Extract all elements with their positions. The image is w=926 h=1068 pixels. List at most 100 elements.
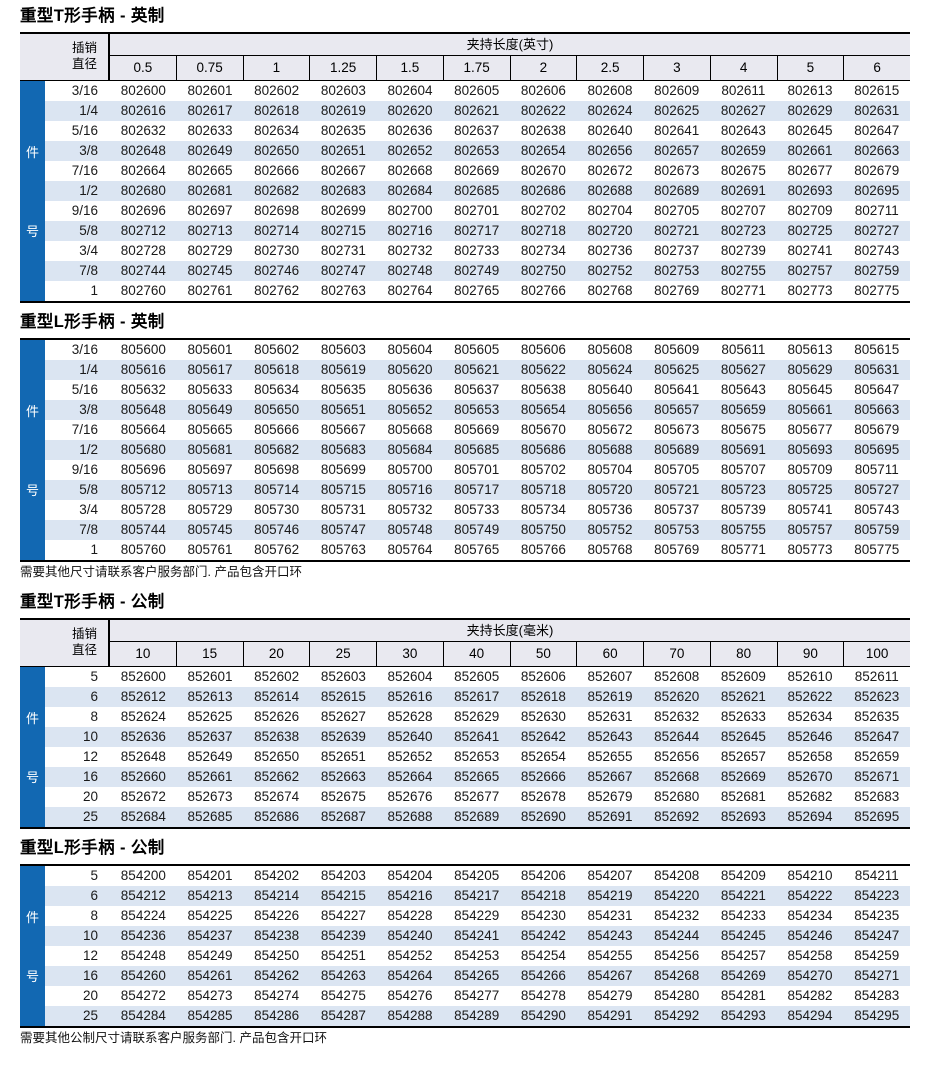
part-number-cell: 802611	[721, 83, 766, 98]
column-header: 1	[242, 56, 310, 80]
part-number-cell: 802640	[587, 123, 633, 138]
part-number-cell: 852665	[454, 769, 500, 784]
part-number-cell: 852691	[587, 809, 633, 824]
table-row: 16 852660 852661 852662 852663 852664 852665 85…	[45, 767, 910, 787]
section-l-handle-imperial: 重型L形手柄 - 英制 件号 3/16 805600 805601 805602 8056…	[20, 312, 910, 580]
part-number-cell: 854239	[320, 928, 366, 943]
part-number-cell: 802601	[187, 83, 233, 98]
part-number-cell: 852612	[120, 689, 166, 704]
part-number-cell: 852649	[187, 749, 233, 764]
part-number-cell: 805672	[587, 422, 633, 437]
part-number-cell: 854211	[854, 868, 899, 883]
part-number-cell: 852662	[254, 769, 300, 784]
part-number-cell: 805606	[520, 342, 566, 357]
side-label-top: 件	[25, 144, 39, 160]
part-number-cell: 852624	[120, 709, 166, 724]
part-number-cell: 854255	[587, 948, 633, 963]
part-number-cell: 854265	[454, 968, 500, 983]
table-row: 7/8 802744 802745 802746 802747 802748 802749 8…	[45, 261, 910, 281]
part-number-cell: 854200	[120, 868, 166, 883]
table-row: 3/8 805648 805649 805650 805651 805652 805653 8…	[45, 400, 910, 420]
pin-diameter-label-line2: 直径	[71, 57, 97, 71]
part-number-cell: 802651	[320, 143, 366, 158]
part-number-cell: 802637	[454, 123, 500, 138]
part-number-cell: 802713	[187, 223, 233, 238]
part-number-cell: 805659	[720, 402, 766, 417]
column-header: 6	[843, 56, 910, 80]
row-label-pin-diameter: 3/4	[79, 243, 98, 258]
pin-diameter-label-line2: 直径	[71, 643, 97, 657]
part-number-cell: 805716	[387, 482, 433, 497]
part-number-cell: 805689	[654, 442, 700, 457]
part-number-cell: 802707	[720, 203, 766, 218]
part-number-cell: 802618	[254, 103, 300, 118]
part-number-cell: 852659	[854, 749, 900, 764]
part-number-cell: 852601	[187, 669, 233, 684]
part-number-cell: 805632	[120, 382, 166, 397]
pin-diameter-label: 插销 直径	[72, 627, 97, 658]
part-number-cell: 854287	[320, 1008, 366, 1023]
part-number-cell: 805637	[454, 382, 500, 397]
part-number-cell: 802667	[320, 163, 366, 178]
part-number-cell: 805748	[387, 522, 433, 537]
part-number-cell: 854257	[720, 948, 766, 963]
part-number-cell: 802621	[454, 103, 500, 118]
part-number-cell: 805691	[720, 442, 766, 457]
part-number-cell: 805682	[254, 442, 300, 457]
part-number-cell: 802714	[254, 223, 300, 238]
part-number-cell: 852690	[520, 809, 566, 824]
part-number-cell: 805745	[187, 522, 233, 537]
part-number-cell: 805629	[787, 362, 833, 377]
part-number-cell: 805666	[254, 422, 300, 437]
part-number-cell: 802620	[387, 103, 433, 118]
part-number-cell: 854267	[587, 968, 633, 983]
part-number-cell: 854202	[254, 868, 300, 883]
part-number-cell: 805688	[587, 442, 633, 457]
part-number-cell: 805697	[187, 462, 233, 477]
part-number-cell: 854268	[654, 968, 700, 983]
column-header: 30	[376, 642, 443, 666]
part-number-cell: 852644	[654, 729, 700, 744]
column-header: 10	[135, 646, 151, 661]
table-row: 7/8 805744 805745 805746 805747 805748 805749 8…	[45, 520, 910, 540]
row-label-pin-diameter: 25	[82, 809, 98, 824]
column-header: 0.75	[175, 56, 243, 80]
part-number-cell: 854249	[187, 948, 233, 963]
side-label-bottom: 号	[25, 224, 39, 240]
part-number-cell: 852635	[854, 709, 900, 724]
part-number-cell: 805635	[320, 382, 366, 397]
part-number-cell: 854209	[720, 868, 766, 883]
part-number-side-bar: 件号	[20, 81, 45, 301]
part-number-cell: 854285	[187, 1008, 233, 1023]
part-number-cell: 805685	[454, 442, 500, 457]
part-number-cell: 852633	[720, 709, 766, 724]
part-number-cell: 854282	[787, 988, 833, 1003]
part-number-cell: 854284	[120, 1008, 166, 1023]
row-label-pin-diameter: 3/16	[71, 83, 98, 98]
table-row: 8 852624 852625 852626 852627 852628 852629 852…	[45, 707, 910, 727]
part-number-cell: 805765	[454, 542, 500, 557]
table-row: 1/4 802616 802617 802618 802619 802620 802621 8…	[45, 101, 910, 121]
part-number-cell: 802731	[320, 243, 366, 258]
part-number-cell: 802602	[254, 83, 300, 98]
part-number-cell: 852652	[387, 749, 433, 764]
part-number-cell: 852618	[520, 689, 566, 704]
part-number-cell: 852685	[187, 809, 233, 824]
part-number-cell: 802763	[320, 283, 366, 298]
part-number-cell: 805763	[320, 542, 366, 557]
part-number-cell: 802704	[587, 203, 633, 218]
table-row: 10 854236 854237 854238 854239 854240 854241 85…	[45, 926, 910, 946]
part-number-cell: 802701	[454, 203, 500, 218]
part-number-cell: 805721	[654, 482, 700, 497]
part-number-cell: 854227	[320, 908, 366, 923]
part-number-cell: 802656	[587, 143, 633, 158]
part-number-cell: 805675	[720, 422, 766, 437]
part-number-cell: 805664	[120, 422, 166, 437]
row-label-pin-diameter: 5/16	[71, 382, 98, 397]
part-number-cell: 854235	[854, 908, 900, 923]
part-number-cell: 805733	[454, 502, 500, 517]
part-number-cell: 854262	[254, 968, 300, 983]
part-number-cell: 802705	[654, 203, 700, 218]
part-number-cell: 805698	[254, 462, 300, 477]
part-number-cell: 805700	[387, 462, 433, 477]
